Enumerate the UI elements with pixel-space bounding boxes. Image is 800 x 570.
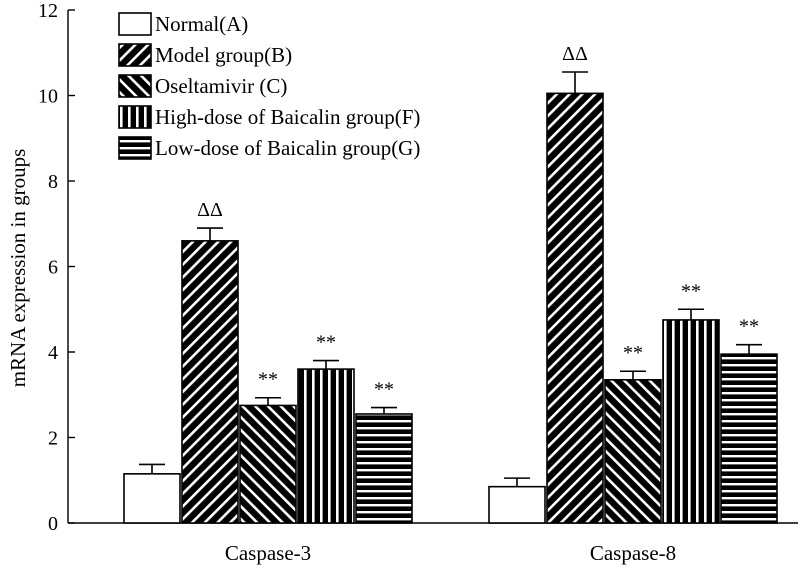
bars-layer: ΔΔ ** ** ** Caspase-3 ΔΔ ** ** ** Caspase-8: [123, 43, 778, 565]
bar-caspase-8-series-5: [720, 353, 778, 524]
bar-caspase-3-series-5: [355, 413, 413, 524]
legend-swatch: [118, 74, 152, 98]
significance-marker: **: [374, 379, 394, 401]
error-bar: [313, 359, 339, 370]
legend-swatch: [118, 136, 152, 160]
legend-label: High-dose of Baicalin group(F): [155, 105, 420, 129]
y-tick-label: 10: [38, 86, 58, 108]
error-bar: [139, 463, 165, 474]
significance-marker: **: [316, 332, 336, 354]
error-bar: [197, 227, 223, 241]
legend-label: Oseltamivir (C): [155, 74, 287, 98]
y-tick-label: 2: [48, 428, 58, 450]
bar-caspase-8-series-2: [546, 92, 604, 524]
legend: Normal(A) Model group(B) Oseltamivir (C) Hi…: [118, 12, 420, 160]
error-bar: [562, 71, 588, 94]
legend-label: Normal(A): [155, 12, 248, 36]
x-category-label: Caspase-3: [225, 541, 311, 565]
y-tick-label: 12: [38, 0, 58, 22]
bar-caspase-3-series-1: [123, 473, 181, 524]
significance-marker: ΔΔ: [562, 43, 588, 65]
x-category-label: Caspase-8: [590, 541, 676, 565]
bar-caspase-3-series-4: [297, 368, 355, 524]
significance-marker: **: [681, 280, 701, 302]
error-bar: [620, 370, 646, 380]
error-bar: [736, 343, 762, 355]
y-tick-label: 0: [48, 513, 58, 535]
error-bar: [504, 477, 530, 487]
legend-label: Low-dose of Baicalin group(G): [155, 136, 420, 160]
y-tick-label: 6: [48, 257, 58, 279]
significance-marker: ΔΔ: [197, 199, 223, 221]
y-axis-label: mRNA expression in groups: [6, 149, 30, 388]
legend-label: Model group(B): [155, 43, 292, 67]
bar-caspase-8-series-1: [488, 485, 546, 524]
legend-swatch: [118, 105, 152, 129]
significance-marker: **: [258, 369, 278, 391]
bar-caspase-3-series-2: [181, 240, 239, 524]
error-bar: [371, 406, 397, 414]
bar-caspase-3-series-3: [239, 404, 297, 524]
error-bar: [255, 396, 281, 406]
significance-marker: **: [739, 316, 759, 338]
legend-swatch: [118, 43, 152, 67]
y-tick-label: 8: [48, 171, 58, 193]
significance-marker: **: [623, 342, 643, 364]
legend-swatch: [118, 12, 152, 36]
bar-caspase-8-series-4: [662, 319, 720, 524]
error-bar: [678, 308, 704, 320]
bar-caspase-8-series-3: [604, 378, 662, 524]
y-tick-label: 4: [48, 342, 58, 364]
